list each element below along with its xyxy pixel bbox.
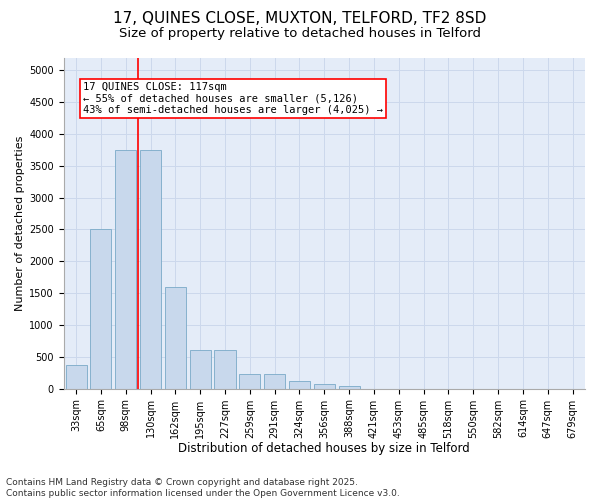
Bar: [338, 386, 359, 388]
Bar: [264, 374, 285, 388]
Bar: [239, 374, 260, 388]
Text: 17, QUINES CLOSE, MUXTON, TELFORD, TF2 8SD: 17, QUINES CLOSE, MUXTON, TELFORD, TF2 8…: [113, 11, 487, 26]
Bar: [214, 350, 236, 389]
Bar: [165, 286, 186, 388]
Bar: [115, 150, 136, 388]
Bar: [140, 150, 161, 388]
X-axis label: Distribution of detached houses by size in Telford: Distribution of detached houses by size …: [178, 442, 470, 455]
Text: 17 QUINES CLOSE: 117sqm
← 55% of detached houses are smaller (5,126)
43% of semi: 17 QUINES CLOSE: 117sqm ← 55% of detache…: [83, 82, 383, 115]
Y-axis label: Number of detached properties: Number of detached properties: [15, 136, 25, 310]
Bar: [91, 230, 112, 388]
Bar: [314, 384, 335, 388]
Text: Size of property relative to detached houses in Telford: Size of property relative to detached ho…: [119, 27, 481, 40]
Bar: [190, 350, 211, 389]
Bar: [65, 365, 86, 388]
Bar: [289, 381, 310, 388]
Text: Contains HM Land Registry data © Crown copyright and database right 2025.
Contai: Contains HM Land Registry data © Crown c…: [6, 478, 400, 498]
